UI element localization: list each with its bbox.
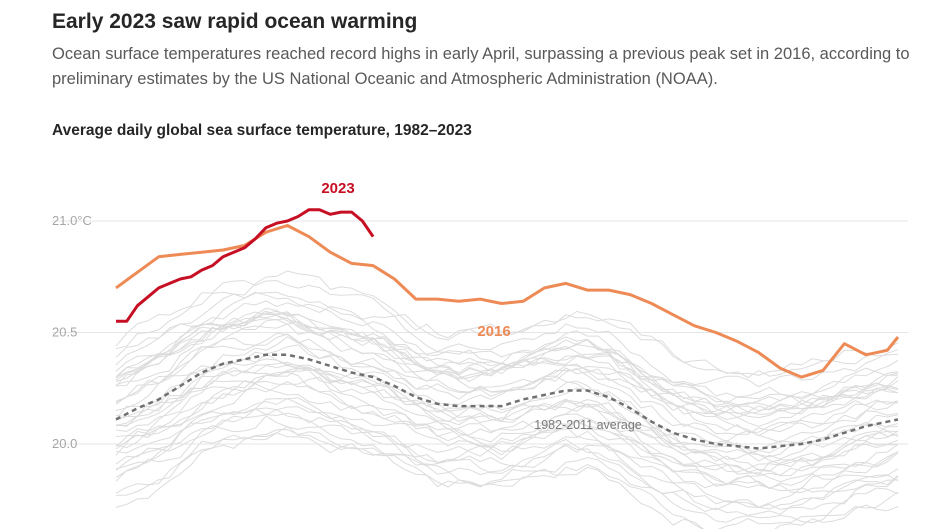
series-line-2016	[115, 224, 900, 379]
background-year-line	[115, 409, 899, 510]
background-year-line	[115, 311, 899, 413]
series-line-2023	[116, 208, 375, 323]
background-year-lines	[115, 270, 899, 529]
background-year-line	[115, 310, 899, 421]
background-year-line	[115, 333, 899, 433]
background-year-line	[115, 364, 899, 468]
page-subtitle: Ocean surface temperatures reached recor…	[52, 45, 910, 88]
background-year-line	[115, 415, 899, 511]
series-label-average: 1982-2011 average	[534, 418, 642, 432]
y-tick-label: 20.5	[52, 325, 77, 340]
background-year-line	[115, 371, 899, 485]
background-year-line	[115, 300, 899, 405]
background-year-line	[115, 312, 898, 406]
background-year-line	[115, 310, 899, 428]
background-year-line	[115, 270, 899, 379]
background-year-line	[115, 376, 899, 477]
background-year-line	[115, 383, 899, 483]
background-year-line	[115, 367, 898, 472]
y-tick-label: 21.0°C	[52, 213, 92, 228]
background-year-line	[115, 406, 899, 509]
background-year-line	[115, 291, 899, 400]
y-axis-ticks: 21.0°C 20.5 20.0	[52, 213, 92, 451]
background-year-line	[115, 429, 899, 529]
background-year-line	[115, 425, 899, 524]
chart-title: Average daily global sea surface tempera…	[52, 122, 472, 139]
background-year-line	[115, 368, 899, 476]
series-line-average	[115, 353, 899, 450]
background-year-line	[115, 344, 899, 454]
background-year-line	[115, 332, 899, 435]
background-year-line	[115, 361, 899, 454]
background-year-line	[115, 323, 899, 437]
background-year-line	[115, 369, 899, 473]
background-year-line	[115, 398, 899, 490]
series-label-2023: 2023	[321, 180, 354, 197]
y-tick-label: 20.0	[52, 436, 77, 451]
series-label-2016: 2016	[477, 323, 510, 340]
highlight-series	[115, 208, 900, 450]
page-title: Early 2023 saw rapid ocean warming	[52, 10, 418, 33]
background-year-line	[115, 408, 899, 516]
